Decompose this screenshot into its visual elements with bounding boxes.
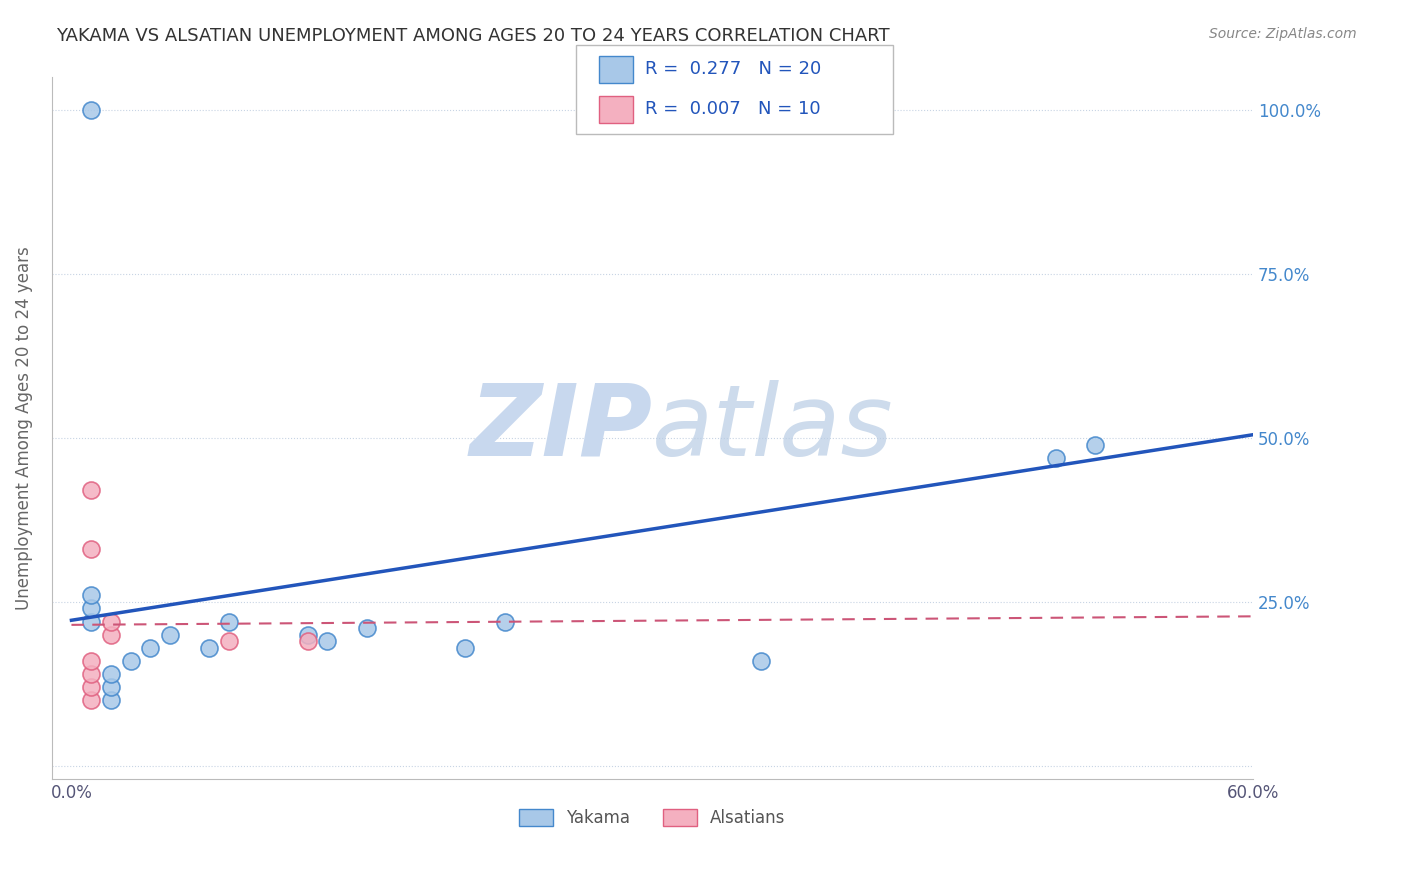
Text: ZIP: ZIP bbox=[470, 380, 652, 476]
Point bbox=[120, 654, 142, 668]
Y-axis label: Unemployment Among Ages 20 to 24 years: Unemployment Among Ages 20 to 24 years bbox=[15, 246, 32, 610]
Text: R =  0.277   N = 20: R = 0.277 N = 20 bbox=[645, 60, 821, 78]
Point bbox=[100, 693, 122, 707]
Text: YAKAMA VS ALSATIAN UNEMPLOYMENT AMONG AGES 20 TO 24 YEARS CORRELATION CHART: YAKAMA VS ALSATIAN UNEMPLOYMENT AMONG AG… bbox=[56, 27, 890, 45]
Point bbox=[159, 628, 181, 642]
Point bbox=[80, 103, 103, 118]
Point bbox=[100, 667, 122, 681]
Point bbox=[1084, 437, 1107, 451]
Point bbox=[100, 615, 122, 629]
Point bbox=[80, 680, 103, 694]
Text: atlas: atlas bbox=[652, 380, 894, 476]
Point bbox=[100, 628, 122, 642]
Point bbox=[198, 640, 221, 655]
Point bbox=[80, 542, 103, 557]
Point bbox=[80, 654, 103, 668]
Point bbox=[100, 680, 122, 694]
Point bbox=[218, 634, 240, 648]
Point bbox=[80, 601, 103, 615]
Point bbox=[139, 640, 162, 655]
Point bbox=[80, 588, 103, 602]
Point bbox=[297, 628, 319, 642]
Point bbox=[749, 654, 772, 668]
Point bbox=[80, 693, 103, 707]
Text: R =  0.007   N = 10: R = 0.007 N = 10 bbox=[645, 100, 821, 119]
Point bbox=[316, 634, 339, 648]
Point bbox=[218, 615, 240, 629]
Legend: Yakama, Alsatians: Yakama, Alsatians bbox=[513, 802, 792, 834]
Point bbox=[80, 483, 103, 498]
Point bbox=[80, 667, 103, 681]
Point bbox=[1045, 450, 1067, 465]
Point bbox=[297, 634, 319, 648]
Point bbox=[80, 615, 103, 629]
Point bbox=[454, 640, 477, 655]
Point bbox=[494, 615, 516, 629]
Point bbox=[356, 621, 378, 635]
Text: Source: ZipAtlas.com: Source: ZipAtlas.com bbox=[1209, 27, 1357, 41]
